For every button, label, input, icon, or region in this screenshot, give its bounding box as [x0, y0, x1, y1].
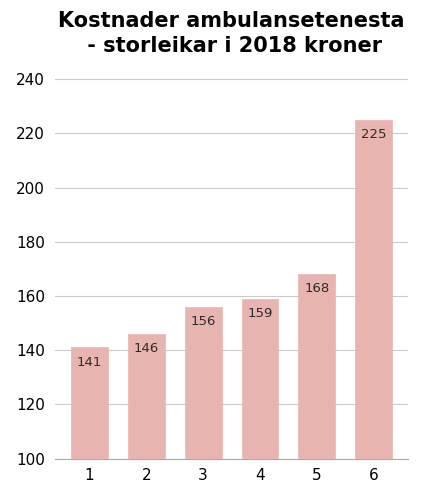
Text: 168: 168 — [304, 282, 330, 295]
Text: 141: 141 — [77, 356, 102, 368]
Text: 156: 156 — [190, 315, 216, 328]
Bar — [242, 299, 279, 504]
Bar — [71, 347, 108, 504]
Bar — [355, 120, 392, 504]
Bar — [298, 274, 336, 504]
Title: Kostnader ambulansetenesta
 - storleikar i 2018 kroner: Kostnader ambulansetenesta - storleikar … — [58, 11, 405, 55]
Bar — [184, 307, 221, 504]
Bar — [128, 334, 165, 504]
Text: 146: 146 — [133, 342, 159, 355]
Text: 159: 159 — [247, 307, 273, 320]
Text: 225: 225 — [361, 128, 386, 141]
